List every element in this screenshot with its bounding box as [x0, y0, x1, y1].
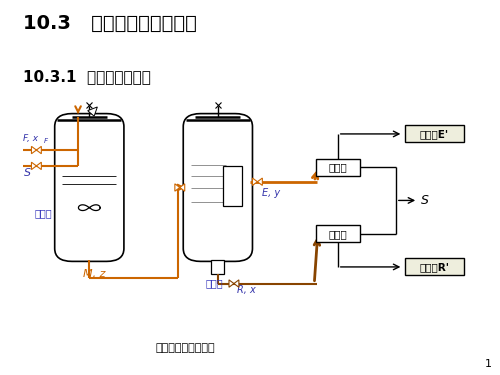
Polygon shape	[175, 184, 180, 191]
FancyBboxPatch shape	[405, 258, 464, 275]
Polygon shape	[234, 280, 239, 287]
FancyBboxPatch shape	[54, 114, 124, 261]
FancyBboxPatch shape	[405, 125, 464, 142]
Text: 萸取液E': 萸取液E'	[420, 129, 448, 139]
Text: 萸余相: 萸余相	[328, 229, 347, 238]
Text: 澄清槽: 澄清槽	[206, 278, 224, 288]
Polygon shape	[180, 184, 184, 191]
Text: 10.3.1  单级萸取的计算: 10.3.1 单级萸取的计算	[22, 69, 150, 84]
Text: M, z: M, z	[83, 269, 106, 279]
Polygon shape	[252, 178, 258, 185]
Polygon shape	[32, 162, 36, 170]
Text: 萸余液R': 萸余液R'	[419, 262, 449, 272]
Text: 单级萸取流程示意图: 单级萸取流程示意图	[156, 343, 216, 353]
Polygon shape	[258, 178, 262, 185]
Text: S: S	[420, 194, 428, 207]
Text: F, x: F, x	[22, 134, 38, 143]
Polygon shape	[88, 107, 98, 116]
Polygon shape	[36, 162, 42, 170]
FancyBboxPatch shape	[316, 159, 360, 176]
Text: 10.3   液液萸取过程的计算: 10.3 液液萸取过程的计算	[22, 14, 197, 33]
Text: 萸取相: 萸取相	[328, 162, 347, 172]
Text: F: F	[44, 138, 48, 144]
Text: R, x: R, x	[237, 285, 256, 296]
Text: S: S	[24, 168, 30, 178]
Text: E, y: E, y	[262, 188, 280, 198]
Polygon shape	[32, 146, 36, 154]
Text: 混合器: 混合器	[34, 208, 52, 218]
Bar	[212, 260, 224, 274]
Bar	[222, 166, 242, 206]
FancyBboxPatch shape	[316, 225, 360, 242]
Polygon shape	[36, 146, 42, 154]
Text: 1: 1	[486, 358, 492, 369]
FancyBboxPatch shape	[183, 114, 252, 261]
Polygon shape	[229, 280, 234, 287]
